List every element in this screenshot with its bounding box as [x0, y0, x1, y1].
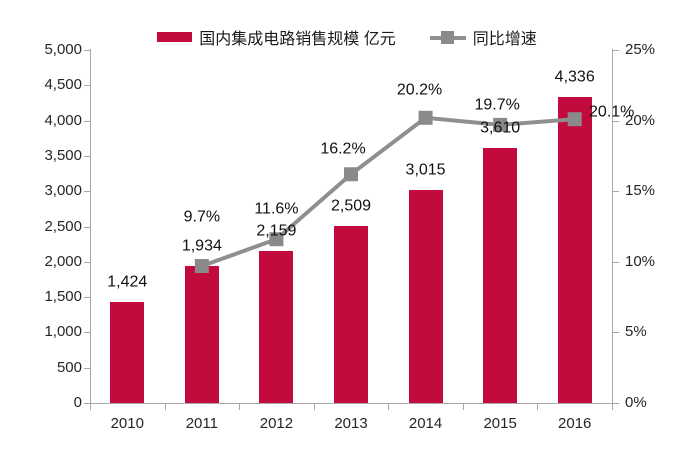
bar-value-label: 4,336: [554, 68, 595, 86]
left-axis-tick-label: 2,500: [44, 217, 82, 235]
x-axis-tick: [164, 404, 166, 410]
line-value-label: 9.7%: [183, 208, 221, 226]
x-axis-category-label: 2016: [558, 415, 592, 432]
line-value-label: 19.7%: [474, 96, 520, 114]
right-axis-tick-label: 15%: [625, 182, 656, 200]
x-axis-category-label: 2014: [408, 415, 443, 432]
bar-2015: [483, 148, 518, 403]
legend-item-line-series: 同比增速: [429, 25, 537, 49]
line-value-label: 20.2%: [396, 81, 443, 99]
line-value-label: 16.2%: [320, 140, 366, 158]
left-axis-tick-label: 4,500: [44, 76, 82, 94]
left-axis-tick: [84, 120, 90, 122]
left-axis-tick: [84, 50, 90, 51]
line-series-marker-icon: [429, 30, 466, 45]
left-axis-tick: [84, 85, 90, 87]
left-axis-tick: [84, 191, 90, 193]
line-marker-icon: [567, 112, 582, 127]
left-axis-tick-label: 1,500: [44, 288, 82, 306]
line-marker-icon: [418, 110, 433, 125]
right-axis-tick: [613, 261, 619, 263]
bar-value-label: 2,509: [330, 197, 372, 215]
line-marker-icon: [194, 259, 209, 274]
legend: 国内集成电路销售规模 亿元 同比增速: [0, 26, 694, 48]
bar-2011: [184, 266, 219, 403]
bar-2016: [557, 96, 592, 403]
line-value-label: 20.1%: [589, 103, 635, 121]
legend-item-bar-series: 国内集成电路销售规模 亿元: [157, 25, 396, 49]
bar-value-label: 3,015: [405, 161, 446, 179]
bar-series-label: 国内集成电路销售规模 亿元: [199, 31, 396, 48]
right-axis-tick: [613, 50, 619, 51]
right-axis-tick: [613, 191, 619, 193]
bottom-axis-line: [89, 403, 613, 404]
left-axis-tick-label: 4,000: [44, 111, 82, 129]
bar-value-label: 1,934: [181, 237, 222, 255]
left-axis-tick: [84, 226, 90, 228]
x-axis-tick: [612, 404, 613, 410]
x-axis-tick: [462, 404, 464, 410]
right-axis-tick-label: 20%: [625, 111, 656, 129]
x-axis-tick: [537, 404, 539, 410]
x-axis-category-label: 2011: [185, 415, 218, 432]
line-marker-icon: [344, 167, 358, 182]
bar-2010: [110, 302, 145, 403]
left-axis-tick: [84, 332, 90, 334]
bar-value-label: 2,159: [256, 222, 297, 240]
bar-2013: [334, 225, 368, 403]
left-axis-tick-label: 3,500: [44, 146, 82, 164]
bar-2012: [259, 250, 294, 403]
bar-value-label: 1,424: [107, 273, 148, 291]
x-axis-tick: [90, 404, 91, 410]
x-axis-tick: [239, 404, 241, 410]
x-axis-category-label: 2015: [483, 415, 517, 432]
left-axis-tick: [84, 261, 90, 263]
x-axis-tick: [388, 404, 390, 410]
line-series-label: 同比增速: [472, 31, 537, 48]
left-axis-tick-label: 1,000: [44, 323, 82, 341]
right-axis-tick: [613, 332, 619, 334]
right-axis-tick-label: 25%: [625, 41, 656, 58]
left-axis-tick-label: 0: [73, 394, 82, 411]
left-axis-tick-label: 5,000: [44, 41, 82, 58]
left-axis-tick: [84, 367, 90, 369]
left-axis-tick-label: 500: [56, 358, 82, 376]
right-axis-tick-label: 10%: [625, 252, 656, 270]
left-axis-tick: [84, 297, 90, 299]
right-axis-tick-label: 5%: [625, 323, 647, 341]
growth-rate-polyline: [201, 115, 575, 268]
x-axis-category-label: 2013: [334, 415, 368, 432]
left-axis-line: [90, 49, 91, 403]
line-value-label: 11.6%: [254, 200, 299, 218]
bar-2014: [408, 190, 443, 403]
line-marker-icon: [269, 232, 284, 247]
left-axis-tick-label: 2,000: [44, 252, 82, 270]
line-marker-icon: [493, 117, 508, 132]
x-axis-category-label: 2012: [259, 415, 294, 432]
right-axis-tick-label: 0%: [625, 394, 647, 411]
x-axis-tick: [313, 404, 315, 410]
right-axis-tick: [613, 120, 619, 122]
left-axis-tick: [84, 155, 90, 157]
bar-series-swatch-icon: [157, 32, 193, 42]
left-axis-tick-label: 3,000: [44, 182, 82, 200]
right-axis-tick: [613, 403, 619, 404]
right-axis-line: [612, 49, 613, 403]
x-axis-category-label: 2010: [110, 415, 144, 432]
left-axis-tick: [84, 403, 90, 404]
bar-value-label: 3,610: [480, 119, 521, 137]
